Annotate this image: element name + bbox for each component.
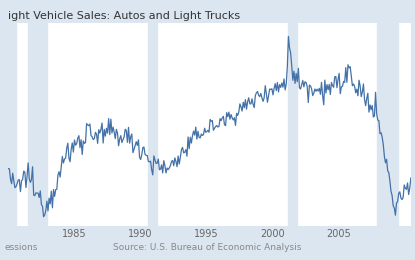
Bar: [28, 23, 46, 226]
Text: ight Vehicle Sales: Autos and Light Trucks: ight Vehicle Sales: Autos and Light Truc…: [8, 11, 240, 21]
Bar: [148, 23, 157, 226]
Text: Source: U.S. Bureau of Economic Analysis: Source: U.S. Bureau of Economic Analysis: [113, 243, 302, 252]
Text: essions: essions: [4, 243, 37, 252]
Bar: [8, 23, 16, 226]
Bar: [288, 23, 297, 226]
Bar: [376, 23, 398, 226]
